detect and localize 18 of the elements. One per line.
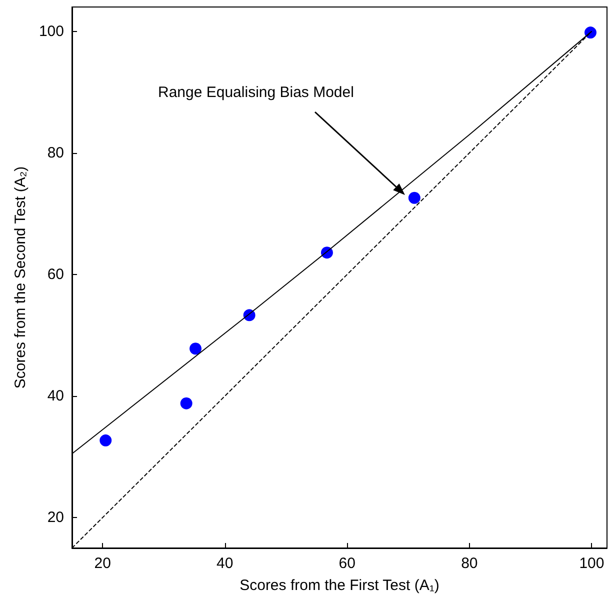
point bbox=[180, 397, 192, 410]
x-axis-title: Scores from the First Test (A₁) bbox=[240, 577, 440, 594]
point bbox=[190, 342, 202, 355]
y-axis-title: Scores from the Second Test (A₂) bbox=[12, 166, 30, 389]
point bbox=[408, 192, 420, 204]
y-tick-label: 20 bbox=[47, 509, 64, 526]
y-tick-label: 40 bbox=[47, 388, 64, 405]
x-tick-label: 100 bbox=[579, 555, 604, 572]
point bbox=[100, 434, 112, 446]
point bbox=[584, 26, 596, 39]
x-tick-label: 40 bbox=[216, 555, 234, 572]
y-tick-label: 100 bbox=[38, 22, 64, 40]
x-tick-label: 60 bbox=[338, 555, 356, 572]
x-tick-label: 80 bbox=[461, 555, 478, 572]
annotation: Range Equalising Bias Model bbox=[158, 84, 354, 101]
x-tick-label: 20 bbox=[94, 555, 111, 572]
y-tick-label: 80 bbox=[47, 144, 64, 162]
y-tick-label: 60 bbox=[47, 266, 64, 283]
